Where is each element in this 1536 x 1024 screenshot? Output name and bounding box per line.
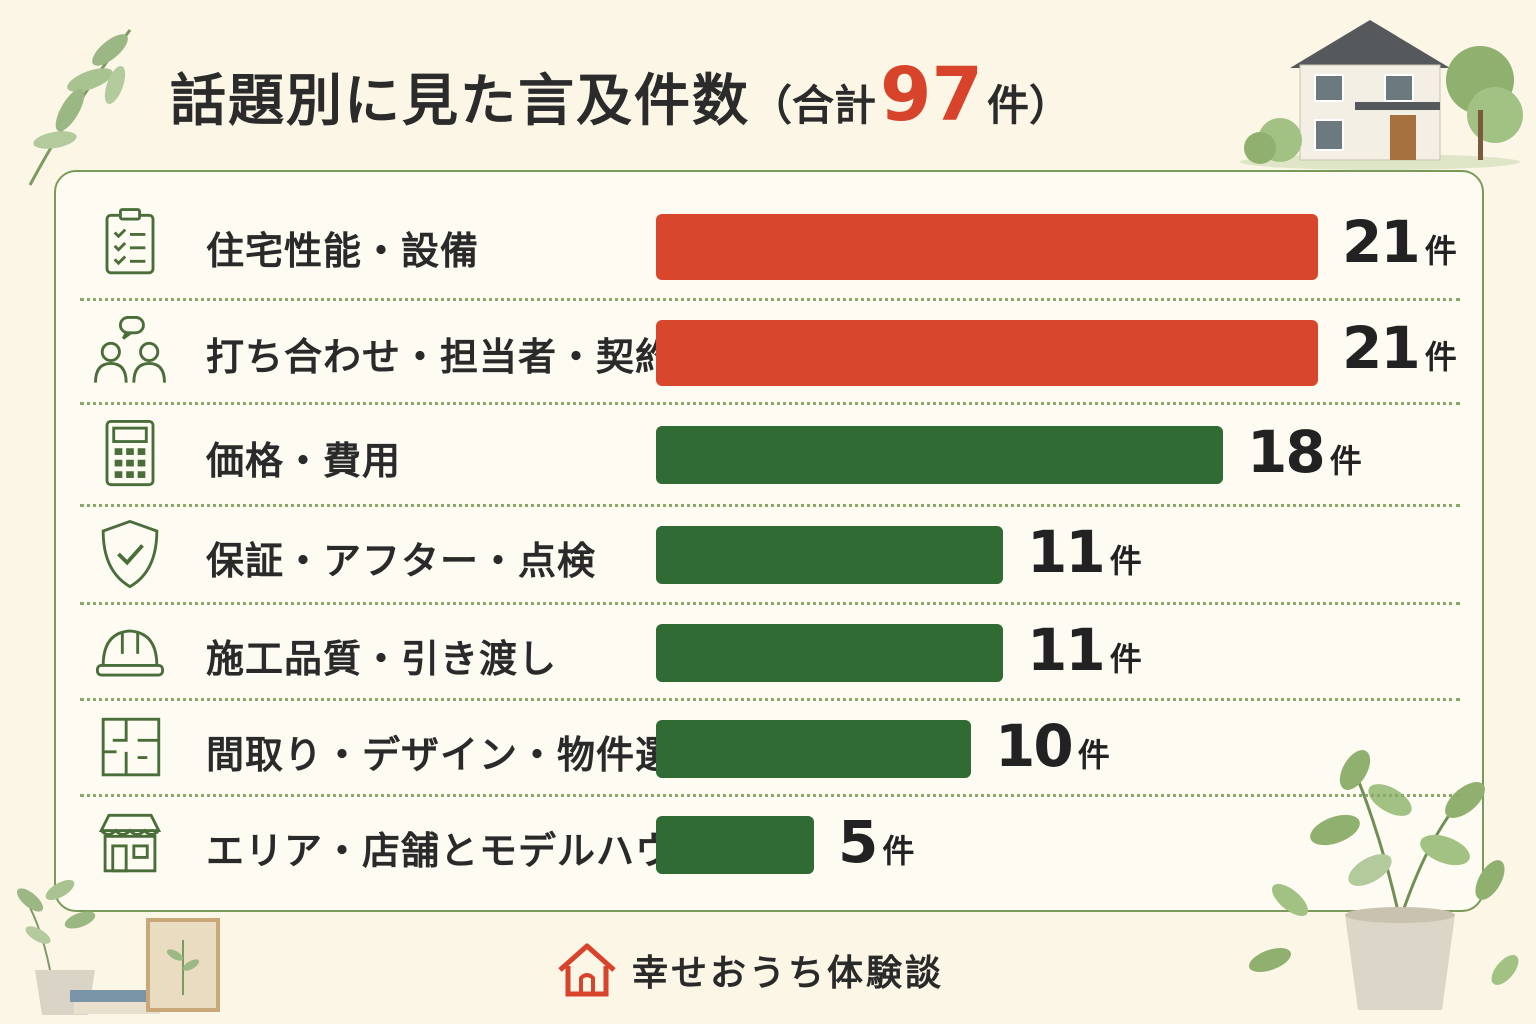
house-illustration-icon — [1240, 20, 1523, 170]
clipboard-icon — [84, 198, 180, 294]
title-paren-close: 件） — [987, 81, 1072, 130]
bar-6 — [656, 816, 814, 874]
bar-value-unit: 件 — [1424, 338, 1457, 376]
shop-icon — [84, 798, 180, 894]
row-divider — [80, 698, 1460, 701]
bar-5 — [656, 720, 971, 778]
bar-value-label: 21 件 — [1342, 208, 1457, 276]
bar-value-unit: 件 — [1109, 640, 1142, 678]
row-label: 打ち合わせ・担当者・契約 — [206, 335, 675, 379]
bar-value-label: 21 件 — [1342, 314, 1457, 382]
bar-0 — [656, 214, 1318, 280]
bar-value-label: 10 件 — [995, 712, 1110, 780]
bar-value-number: 11 — [1027, 518, 1106, 586]
row-label: 間取り・デザイン・物件選び — [206, 733, 714, 777]
brand-name: 幸せおうち体験談 — [632, 953, 945, 994]
bar-3 — [656, 526, 1003, 584]
bar-value-number: 21 — [1342, 314, 1421, 382]
bar-value-number: 11 — [1027, 616, 1106, 684]
bar-4 — [656, 624, 1003, 682]
bar-value-number: 10 — [995, 712, 1074, 780]
title-total: 97 — [880, 52, 983, 138]
bar-value-label: 11 件 — [1027, 518, 1142, 586]
bar-value-label: 18 件 — [1247, 418, 1362, 486]
bar-value-unit: 件 — [1109, 542, 1142, 580]
row-label: エリア・店舗とモデルハウス — [206, 829, 714, 873]
hardhat-icon — [84, 606, 180, 702]
bar-value-unit: 件 — [1077, 736, 1110, 774]
row-label: 保証・アフター・点検 — [206, 539, 597, 583]
potted-plant-icon — [16, 879, 220, 1015]
bar-2 — [656, 426, 1223, 484]
people-chat-icon — [84, 304, 180, 400]
bar-value-label: 11 件 — [1027, 616, 1142, 684]
bar-value-unit: 件 — [1329, 442, 1362, 480]
row-divider — [80, 602, 1460, 605]
row-divider — [80, 794, 1460, 797]
house-logo-icon — [558, 943, 616, 997]
row-label: 施工品質・引き渡し — [206, 637, 558, 681]
row-divider — [80, 402, 1460, 405]
large-plant-icon — [1249, 750, 1519, 1010]
calculator-icon — [84, 408, 180, 504]
row-label: 住宅性能・設備 — [206, 229, 480, 273]
title-paren-open: （合計 — [750, 81, 877, 130]
bar-value-unit: 件 — [1424, 232, 1457, 270]
bar-value-number: 5 — [838, 808, 878, 876]
row-divider — [80, 504, 1460, 507]
bar-value-unit: 件 — [882, 832, 915, 870]
bar-value-number: 18 — [1247, 418, 1326, 486]
page-title: 話題別に見た言及件数 （合計 97 件） — [170, 52, 1071, 142]
bar-value-number: 21 — [1342, 208, 1421, 276]
title-main: 話題別に見た言及件数 — [170, 69, 750, 134]
shield-check-icon — [84, 508, 180, 604]
floorplan-icon — [84, 702, 180, 798]
row-divider — [80, 298, 1460, 301]
bar-1 — [656, 320, 1318, 386]
row-label: 価格・費用 — [206, 439, 402, 483]
leaf-branch-icon — [28, 29, 132, 186]
footer-brand: 幸せおうち体験談 — [556, 940, 944, 1000]
